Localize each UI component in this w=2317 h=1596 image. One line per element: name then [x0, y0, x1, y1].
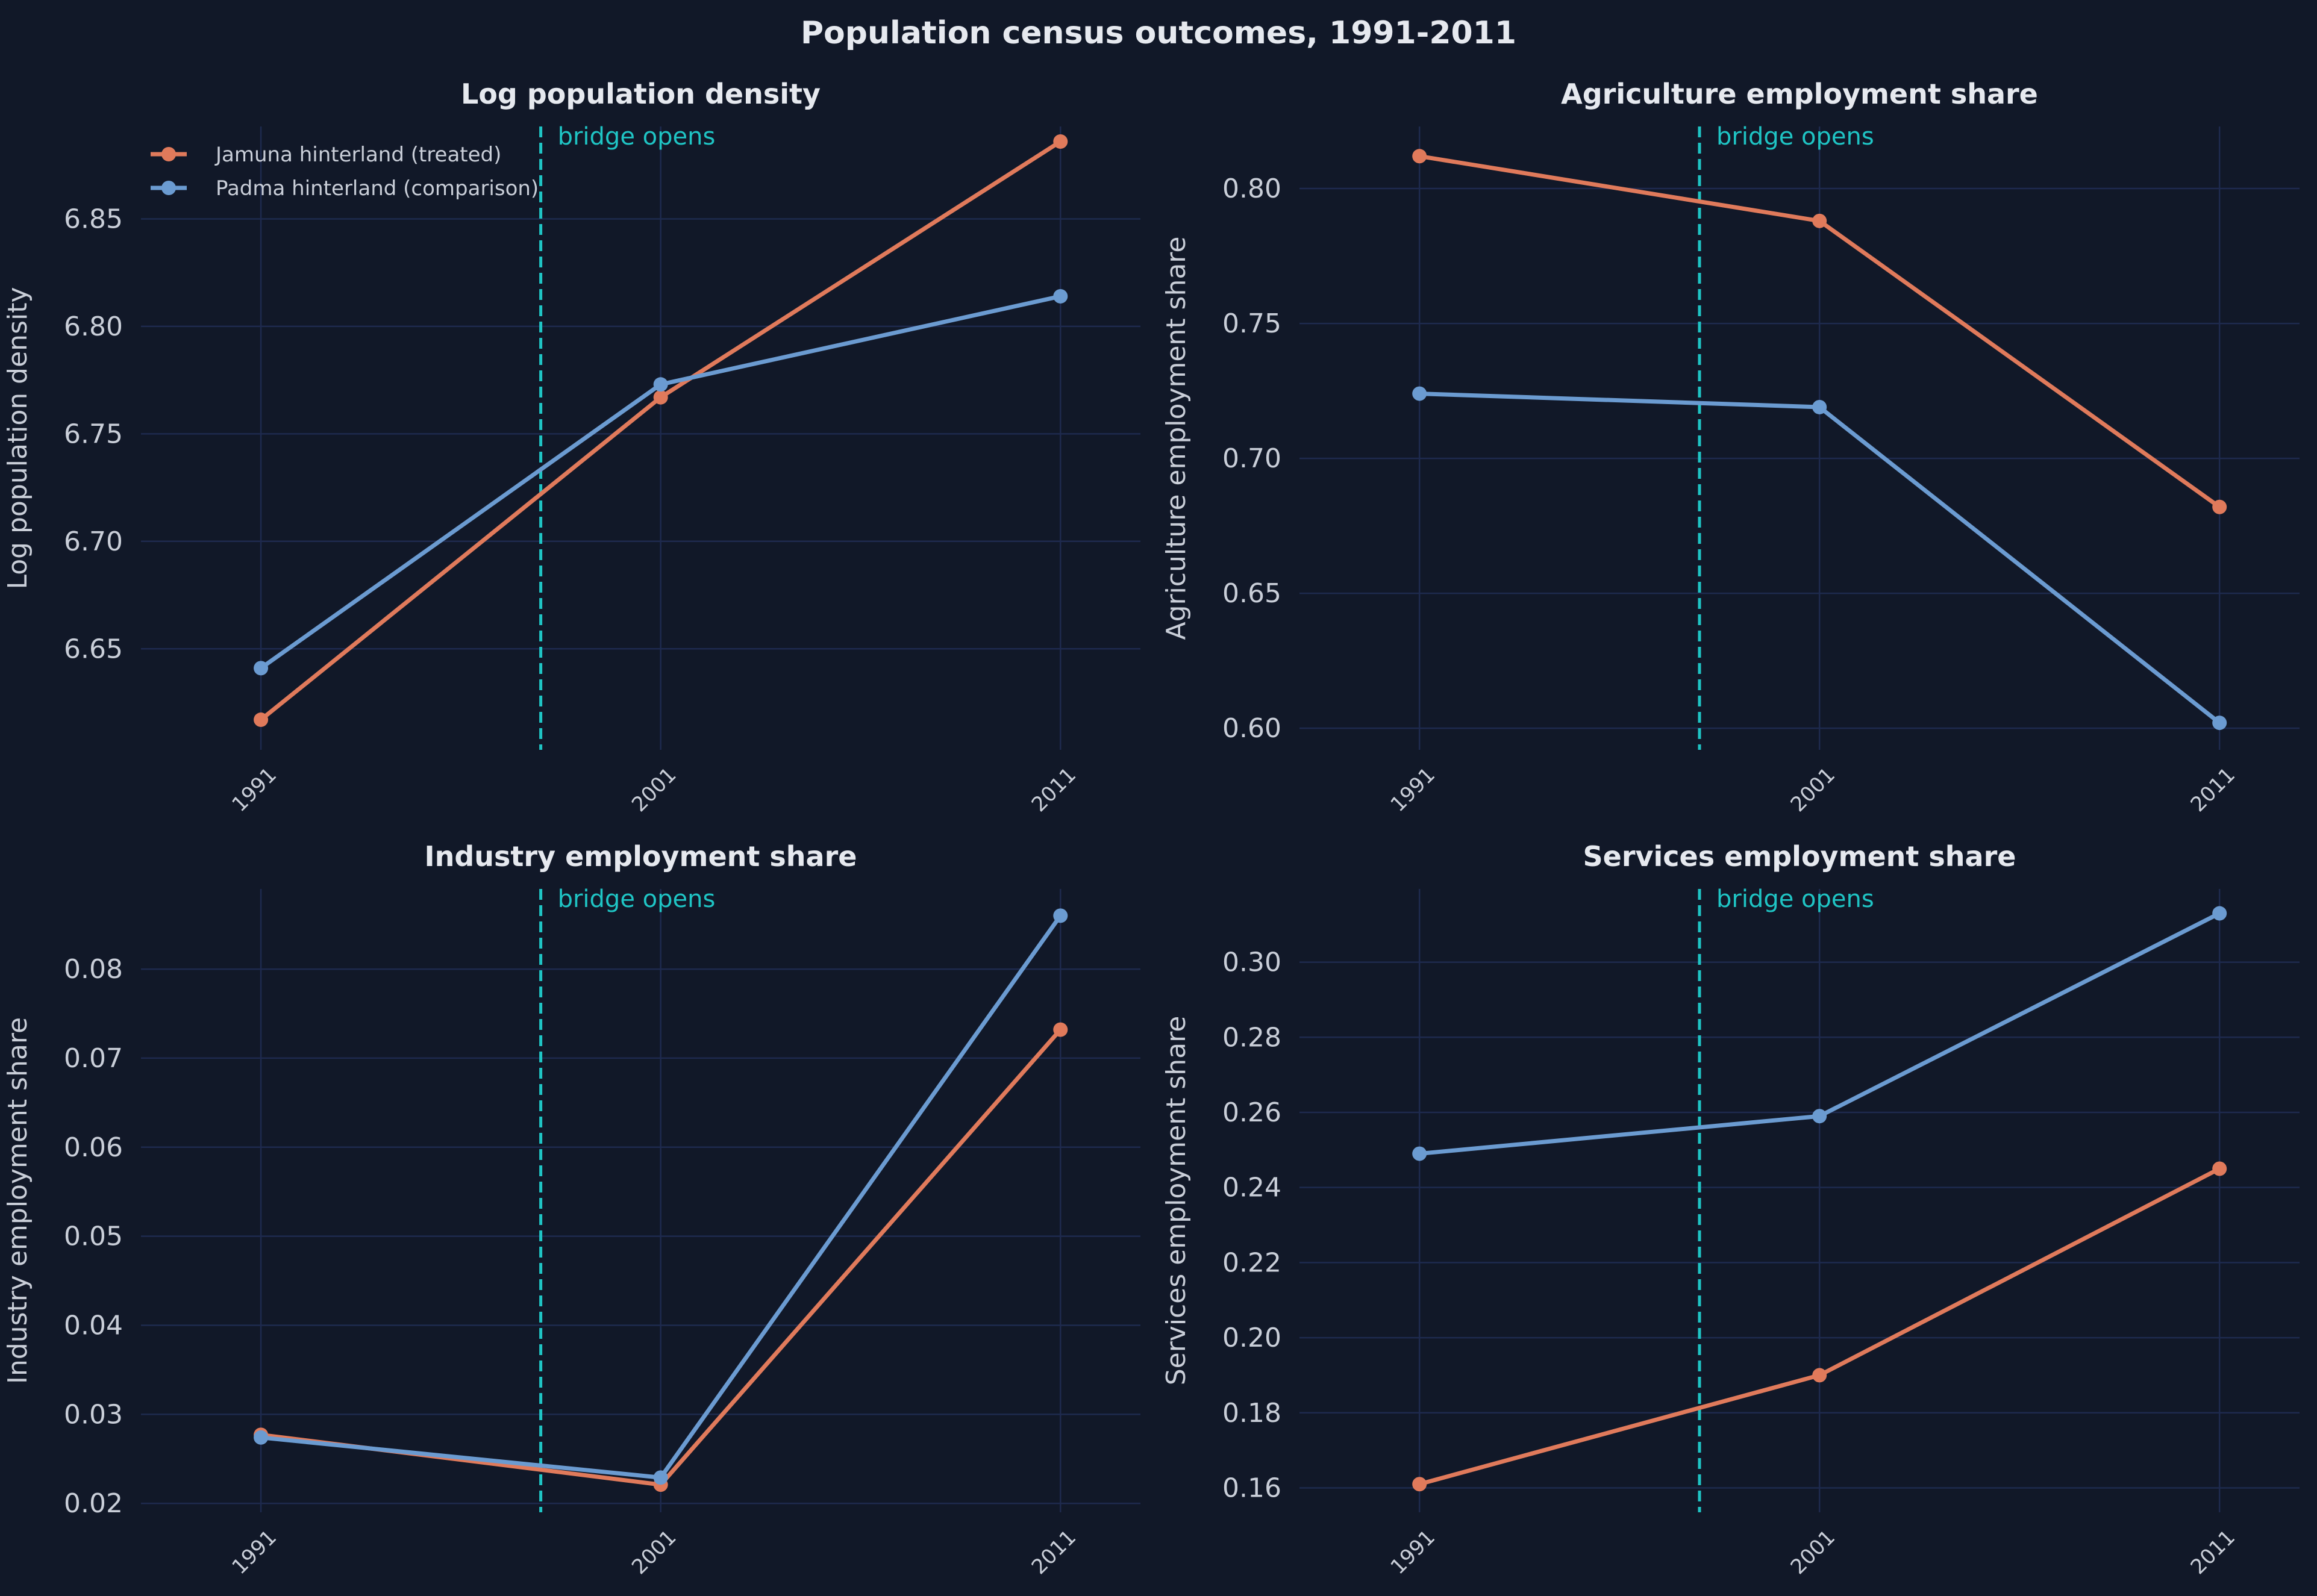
data-point-treated [1053, 1022, 1068, 1037]
legend-entry-label: Padma hinterland (comparison) [216, 176, 539, 201]
data-point-comparison [2212, 906, 2227, 921]
y-tick-label: 0.30 [1222, 947, 1281, 978]
data-point-treated [1812, 213, 1827, 228]
y-tick-label: 0.65 [1222, 578, 1281, 609]
bridge-open-annotation: bridge opens [1716, 885, 1874, 913]
panel-log-population-density: Log population density Log population den… [2, 78, 1140, 817]
y-tick-label: 0.75 [1222, 308, 1281, 339]
panel-services-employment-share: Services employment share Services employ… [1161, 840, 2300, 1579]
y-tick-label: 0.22 [1222, 1247, 1281, 1278]
panel-title: Agriculture employment share [1561, 78, 2038, 110]
bridge-open-annotation: bridge opens [558, 885, 716, 913]
data-point-comparison [1812, 1109, 1827, 1124]
x-tick-label: 2001 [1786, 1526, 1840, 1579]
y-tick-label: 0.05 [64, 1221, 123, 1252]
y-tick-label: 0.08 [64, 954, 123, 985]
y-tick-label: 0.20 [1222, 1323, 1281, 1353]
x-tick-label: 1991 [1386, 1526, 1440, 1579]
data-point-treated [1812, 1368, 1827, 1383]
data-point-comparison [1412, 386, 1427, 401]
y-tick-label: 6.85 [64, 204, 123, 234]
y-tick-label: 0.70 [1222, 443, 1281, 474]
x-tick-label: 2001 [1786, 763, 1840, 817]
y-tick-label: 6.80 [64, 311, 123, 342]
x-tick-label: 1991 [228, 763, 281, 817]
y-axis-label: Agriculture employment share [1161, 236, 1192, 640]
y-tick-label: 6.70 [64, 526, 123, 557]
x-tick-label: 2011 [2186, 1526, 2240, 1579]
data-point-treated [653, 390, 668, 405]
x-tick-label: 2011 [1027, 763, 1081, 817]
data-point-treated [1053, 134, 1068, 149]
y-tick-label: 0.04 [64, 1311, 123, 1341]
y-tick-label: 0.16 [1222, 1473, 1281, 1503]
data-point-treated [2212, 499, 2227, 514]
y-tick-label: 0.60 [1222, 713, 1281, 744]
legend-swatch-marker [161, 147, 176, 161]
legend-swatch-marker [161, 181, 176, 195]
panel-industry-employment-share: Industry employment share Industry employ… [2, 840, 1140, 1579]
y-tick-label: 6.65 [64, 634, 123, 664]
data-point-comparison [653, 377, 668, 392]
y-tick-label: 0.24 [1222, 1173, 1281, 1203]
data-point-comparison [1053, 288, 1068, 304]
y-tick-label: 0.18 [1222, 1398, 1281, 1429]
x-tick-label: 2011 [2186, 763, 2240, 817]
panel-title: Log population density [461, 78, 821, 110]
x-tick-label: 2011 [1027, 1526, 1081, 1579]
data-point-treated [1412, 1477, 1427, 1492]
y-tick-label: 0.03 [64, 1399, 123, 1430]
data-point-treated [2212, 1161, 2227, 1176]
figure-title: Population census outcomes, 1991-2011 [801, 15, 1516, 51]
y-tick-label: 0.80 [1222, 173, 1281, 204]
data-point-treated [254, 712, 269, 728]
x-tick-label: 1991 [1386, 763, 1440, 817]
data-point-comparison [653, 1470, 668, 1485]
data-point-comparison [1053, 908, 1068, 923]
y-tick-label: 0.02 [64, 1488, 123, 1519]
legend: Jamuna hinterland (treated) Padma hinterl… [151, 143, 539, 201]
panel-title: Services employment share [1583, 840, 2016, 873]
y-tick-label: 6.75 [64, 419, 123, 449]
y-tick-label: 0.07 [64, 1043, 123, 1074]
data-point-comparison [254, 661, 269, 676]
x-tick-label: 1991 [228, 1526, 281, 1579]
panel-title: Industry employment share [425, 840, 857, 873]
y-axis-label: Log population density [2, 287, 33, 589]
x-tick-label: 2001 [627, 763, 681, 817]
y-tick-label: 0.26 [1222, 1097, 1281, 1128]
data-point-comparison [2212, 715, 2227, 731]
y-axis-label: Industry employment share [2, 1017, 33, 1384]
y-tick-label: 0.06 [64, 1132, 123, 1163]
bridge-open-annotation: bridge opens [1716, 123, 1874, 151]
data-point-comparison [1812, 399, 1827, 414]
panel-agriculture-employment-share: Agriculture employment share Agriculture … [1161, 78, 2300, 817]
data-point-comparison [1412, 1146, 1427, 1161]
y-axis-label: Services employment share [1161, 1016, 1192, 1386]
y-tick-label: 0.28 [1222, 1022, 1281, 1053]
data-point-comparison [254, 1430, 269, 1445]
data-point-treated [1412, 149, 1427, 164]
x-tick-label: 2001 [627, 1526, 681, 1579]
legend-entry-label: Jamuna hinterland (treated) [214, 143, 501, 167]
bridge-open-annotation: bridge opens [558, 123, 716, 151]
